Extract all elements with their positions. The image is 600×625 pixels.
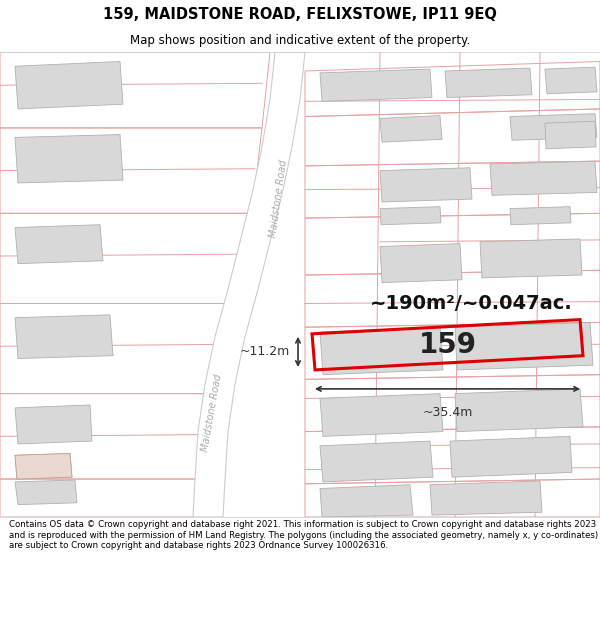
Polygon shape: [15, 225, 103, 264]
Polygon shape: [320, 485, 413, 517]
Polygon shape: [15, 61, 123, 109]
Polygon shape: [320, 441, 433, 482]
Polygon shape: [193, 52, 305, 517]
Text: ~35.4m: ~35.4m: [422, 406, 473, 419]
Polygon shape: [510, 207, 571, 225]
Polygon shape: [455, 389, 583, 432]
Text: Maidstone Road: Maidstone Road: [269, 159, 289, 239]
Polygon shape: [15, 453, 72, 479]
Polygon shape: [545, 121, 596, 149]
Text: ~11.2m: ~11.2m: [240, 346, 290, 358]
Polygon shape: [15, 315, 113, 359]
Polygon shape: [430, 481, 542, 515]
Text: Maidstone Road: Maidstone Road: [200, 373, 224, 452]
Polygon shape: [380, 116, 442, 142]
Polygon shape: [450, 436, 572, 477]
Polygon shape: [490, 161, 597, 195]
Polygon shape: [15, 405, 92, 444]
Text: 159, MAIDSTONE ROAD, FELIXSTOWE, IP11 9EQ: 159, MAIDSTONE ROAD, FELIXSTOWE, IP11 9E…: [103, 7, 497, 22]
Polygon shape: [480, 239, 582, 278]
Polygon shape: [455, 322, 593, 370]
Polygon shape: [15, 453, 72, 479]
Text: ~190m²/~0.047ac.: ~190m²/~0.047ac.: [370, 294, 573, 313]
Polygon shape: [445, 68, 532, 98]
Text: 159: 159: [419, 331, 476, 359]
Polygon shape: [380, 207, 441, 225]
Polygon shape: [15, 134, 123, 183]
Polygon shape: [15, 480, 77, 504]
Polygon shape: [320, 69, 432, 101]
Polygon shape: [320, 328, 443, 374]
Polygon shape: [380, 244, 462, 282]
Polygon shape: [545, 67, 597, 94]
Polygon shape: [380, 168, 472, 202]
Polygon shape: [320, 394, 443, 436]
Polygon shape: [510, 114, 597, 140]
Text: Map shows position and indicative extent of the property.: Map shows position and indicative extent…: [130, 34, 470, 47]
Text: Contains OS data © Crown copyright and database right 2021. This information is : Contains OS data © Crown copyright and d…: [9, 520, 598, 550]
